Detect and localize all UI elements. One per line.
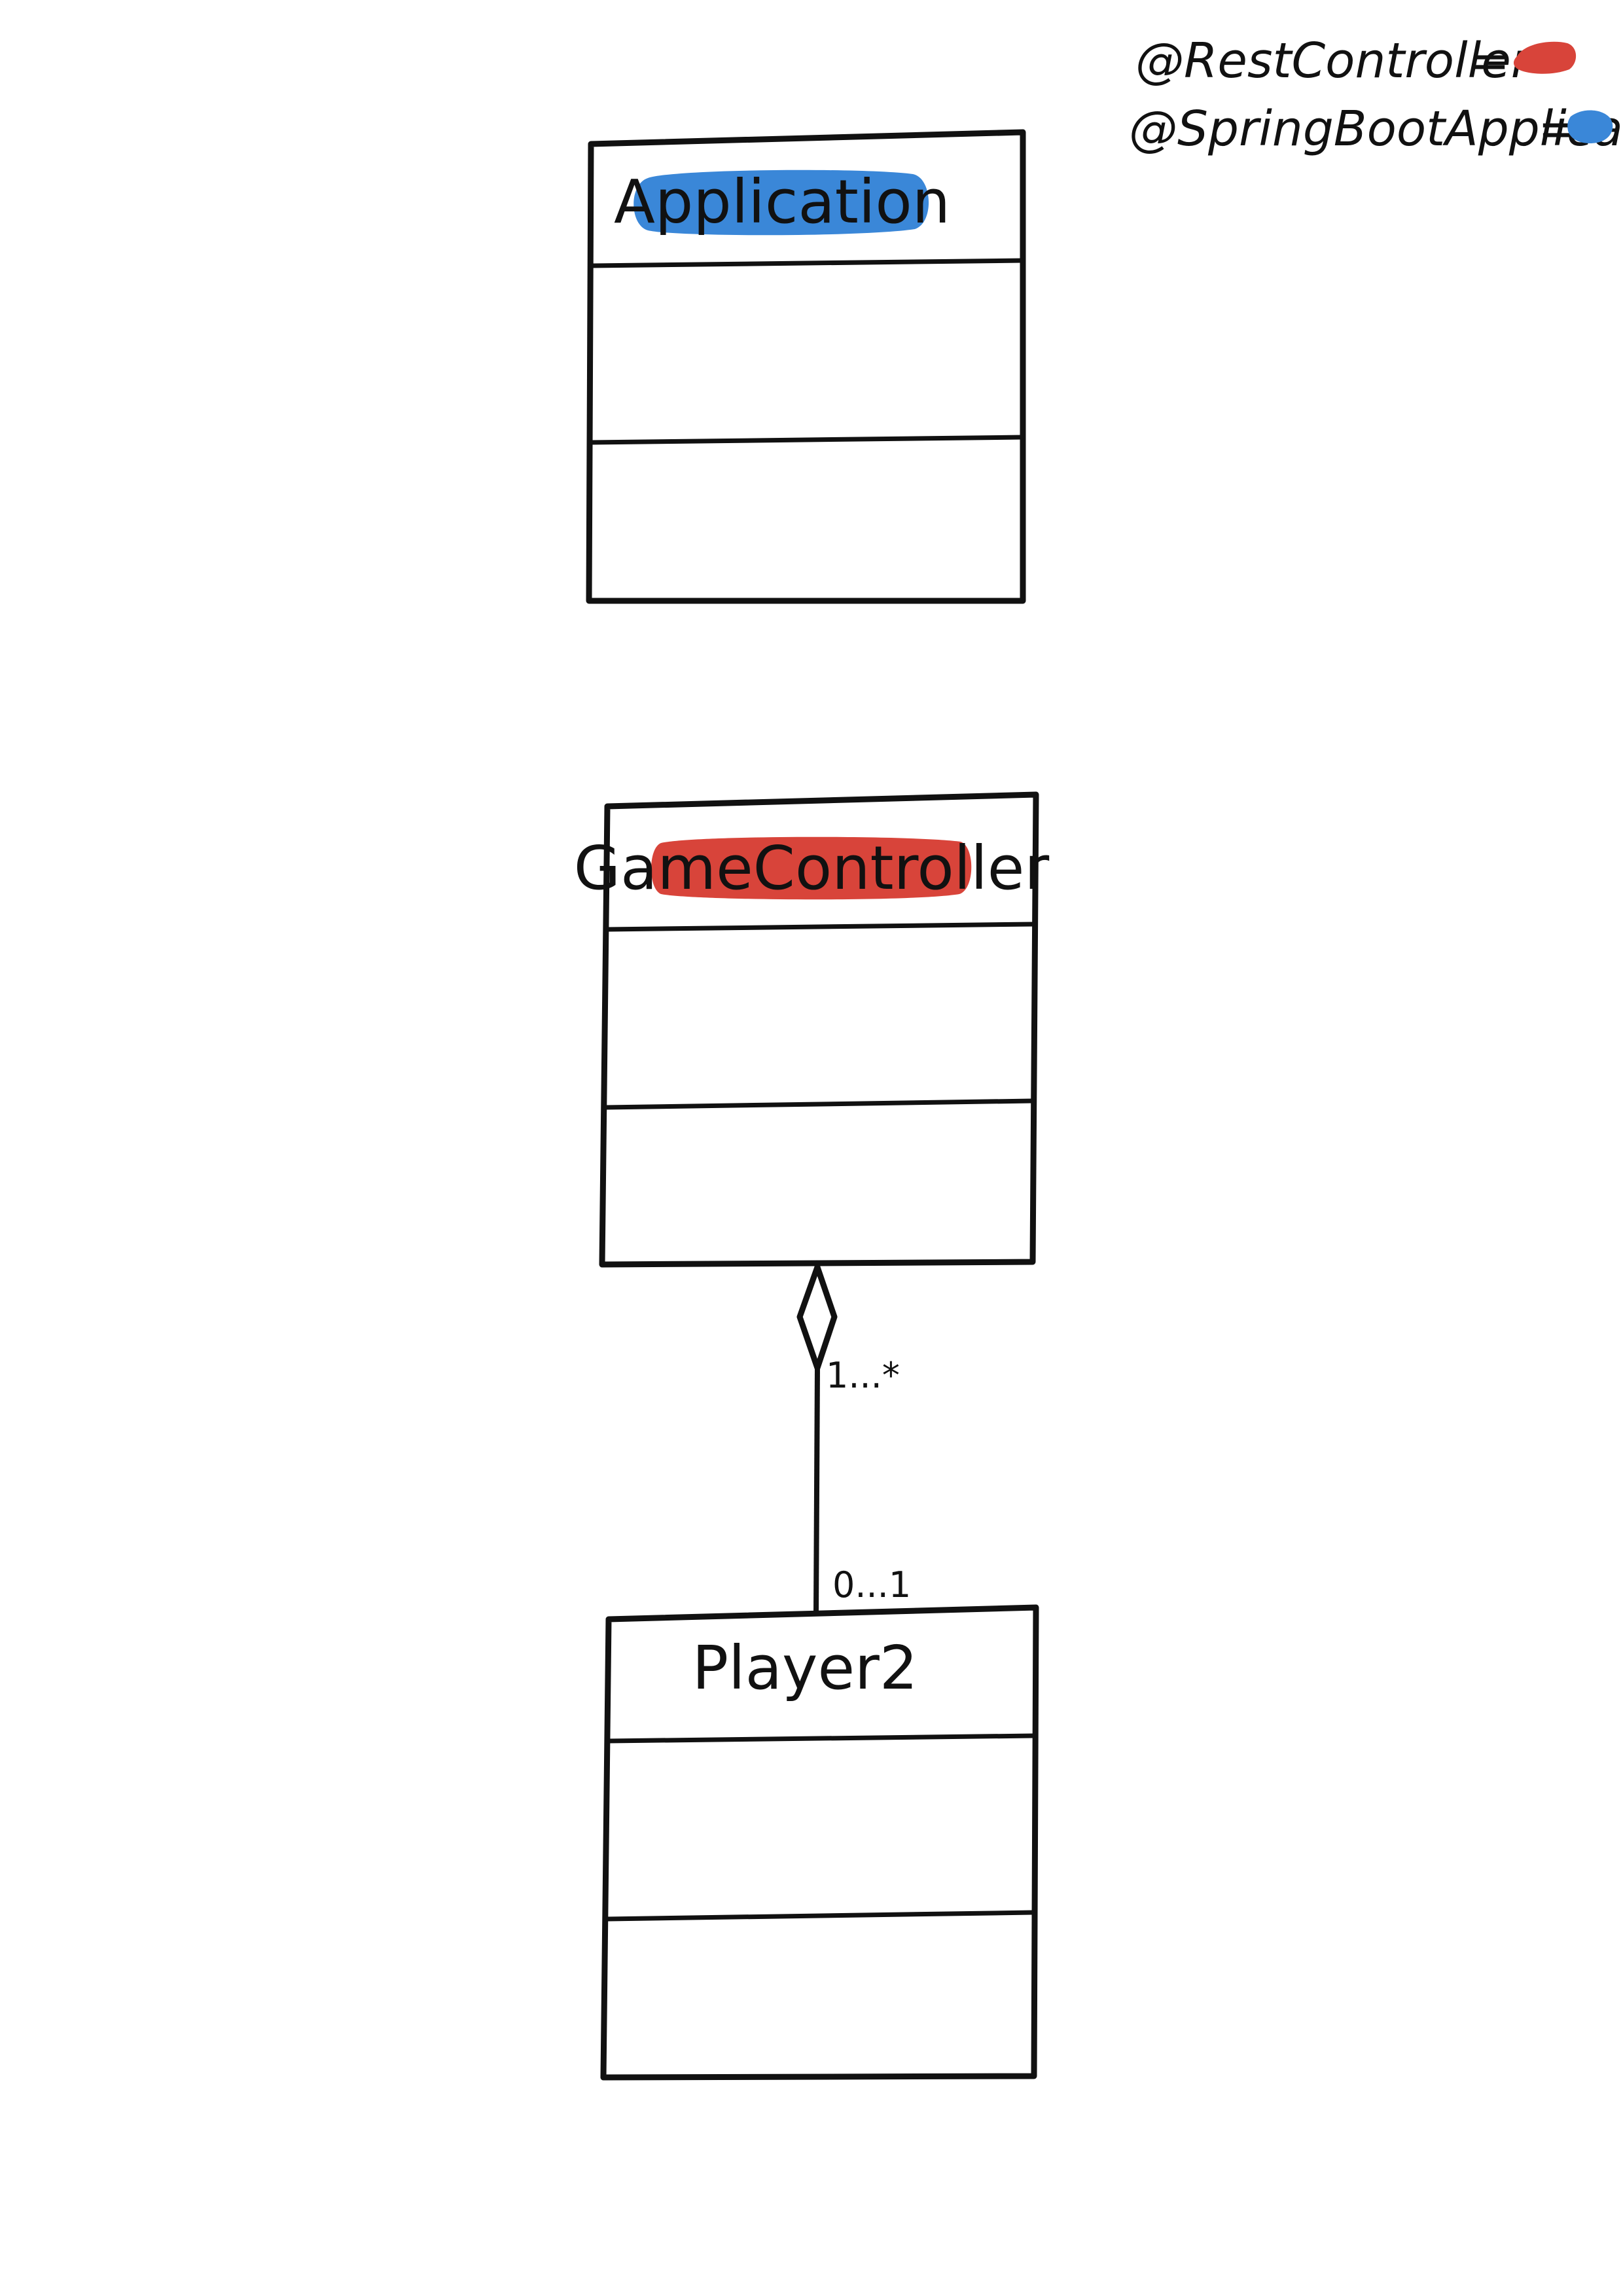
association-line <box>813 1367 820 1615</box>
legend: @RestController = @SpringBootApplication… <box>1129 33 1623 157</box>
legend-swatch-red <box>1514 41 1577 74</box>
class-name-application: Application <box>614 167 950 237</box>
class-box-player2: Player2 <box>600 1604 1039 2081</box>
class-border <box>600 1604 1039 2081</box>
legend-equals-sign: = <box>1469 33 1510 89</box>
class-divider-attributes <box>592 258 1024 268</box>
class-title-highlight <box>633 170 929 236</box>
class-border <box>599 791 1039 1268</box>
legend-swatch-blue <box>1567 110 1613 144</box>
aggregation-diamond <box>796 1264 838 1371</box>
class-name-player2: Player2 <box>692 1633 918 1703</box>
class-divider-attributes <box>607 922 1035 932</box>
class-title-highlight <box>651 836 972 900</box>
class-divider-attributes <box>608 1733 1035 1744</box>
class-divider-operations <box>607 1910 1033 1922</box>
multiplicity-whole: 1...* <box>826 1355 900 1396</box>
multiplicity-part: 0...1 <box>832 1564 911 1605</box>
class-border <box>586 129 1026 604</box>
class-divider-operations <box>605 1098 1033 1110</box>
legend-annotation-label: @SpringBootApplication <box>1129 101 1623 157</box>
legend-item-rest-controller: @RestController = <box>1135 33 1577 89</box>
class-box-gamecontroller: GameController <box>574 791 1050 1268</box>
legend-annotation-label: @RestController <box>1135 33 1534 89</box>
class-name-gamecontroller: GameController <box>574 833 1050 903</box>
aggregation-relation: 1...* 0...1 <box>796 1264 911 1615</box>
class-divider-operations <box>590 435 1024 445</box>
legend-item-spring-boot-application: @SpringBootApplication = <box>1129 101 1623 157</box>
class-box-application: Application <box>586 129 1026 604</box>
